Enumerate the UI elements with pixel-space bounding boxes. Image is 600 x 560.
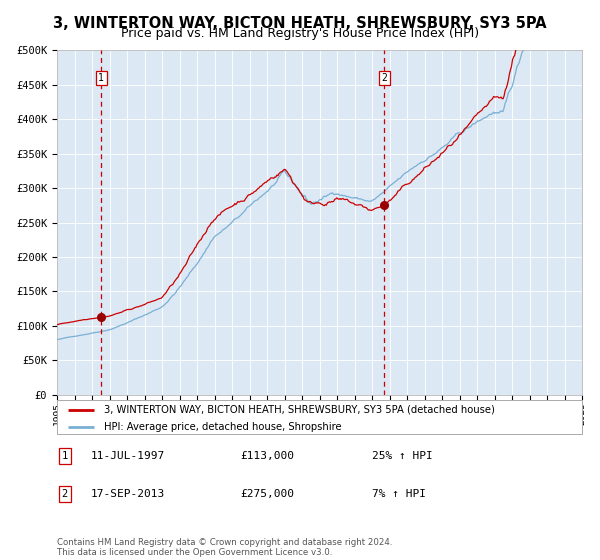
Text: £113,000: £113,000 — [241, 451, 295, 461]
Text: 3, WINTERTON WAY, BICTON HEATH, SHREWSBURY, SY3 5PA: 3, WINTERTON WAY, BICTON HEATH, SHREWSBU… — [53, 16, 547, 31]
Text: 1: 1 — [62, 451, 68, 461]
Text: £275,000: £275,000 — [241, 489, 295, 499]
Text: 3, WINTERTON WAY, BICTON HEATH, SHREWSBURY, SY3 5PA (detached house): 3, WINTERTON WAY, BICTON HEATH, SHREWSBU… — [104, 405, 495, 415]
Text: 7% ↑ HPI: 7% ↑ HPI — [372, 489, 426, 499]
Text: 2: 2 — [62, 489, 68, 499]
Text: Price paid vs. HM Land Registry's House Price Index (HPI): Price paid vs. HM Land Registry's House … — [121, 27, 479, 40]
Text: 25% ↑ HPI: 25% ↑ HPI — [372, 451, 433, 461]
Text: 11-JUL-1997: 11-JUL-1997 — [91, 451, 166, 461]
Text: 17-SEP-2013: 17-SEP-2013 — [91, 489, 166, 499]
Text: HPI: Average price, detached house, Shropshire: HPI: Average price, detached house, Shro… — [104, 422, 342, 432]
Text: 1: 1 — [98, 73, 104, 83]
Text: 2: 2 — [382, 73, 388, 83]
Text: Contains HM Land Registry data © Crown copyright and database right 2024.
This d: Contains HM Land Registry data © Crown c… — [57, 538, 392, 557]
